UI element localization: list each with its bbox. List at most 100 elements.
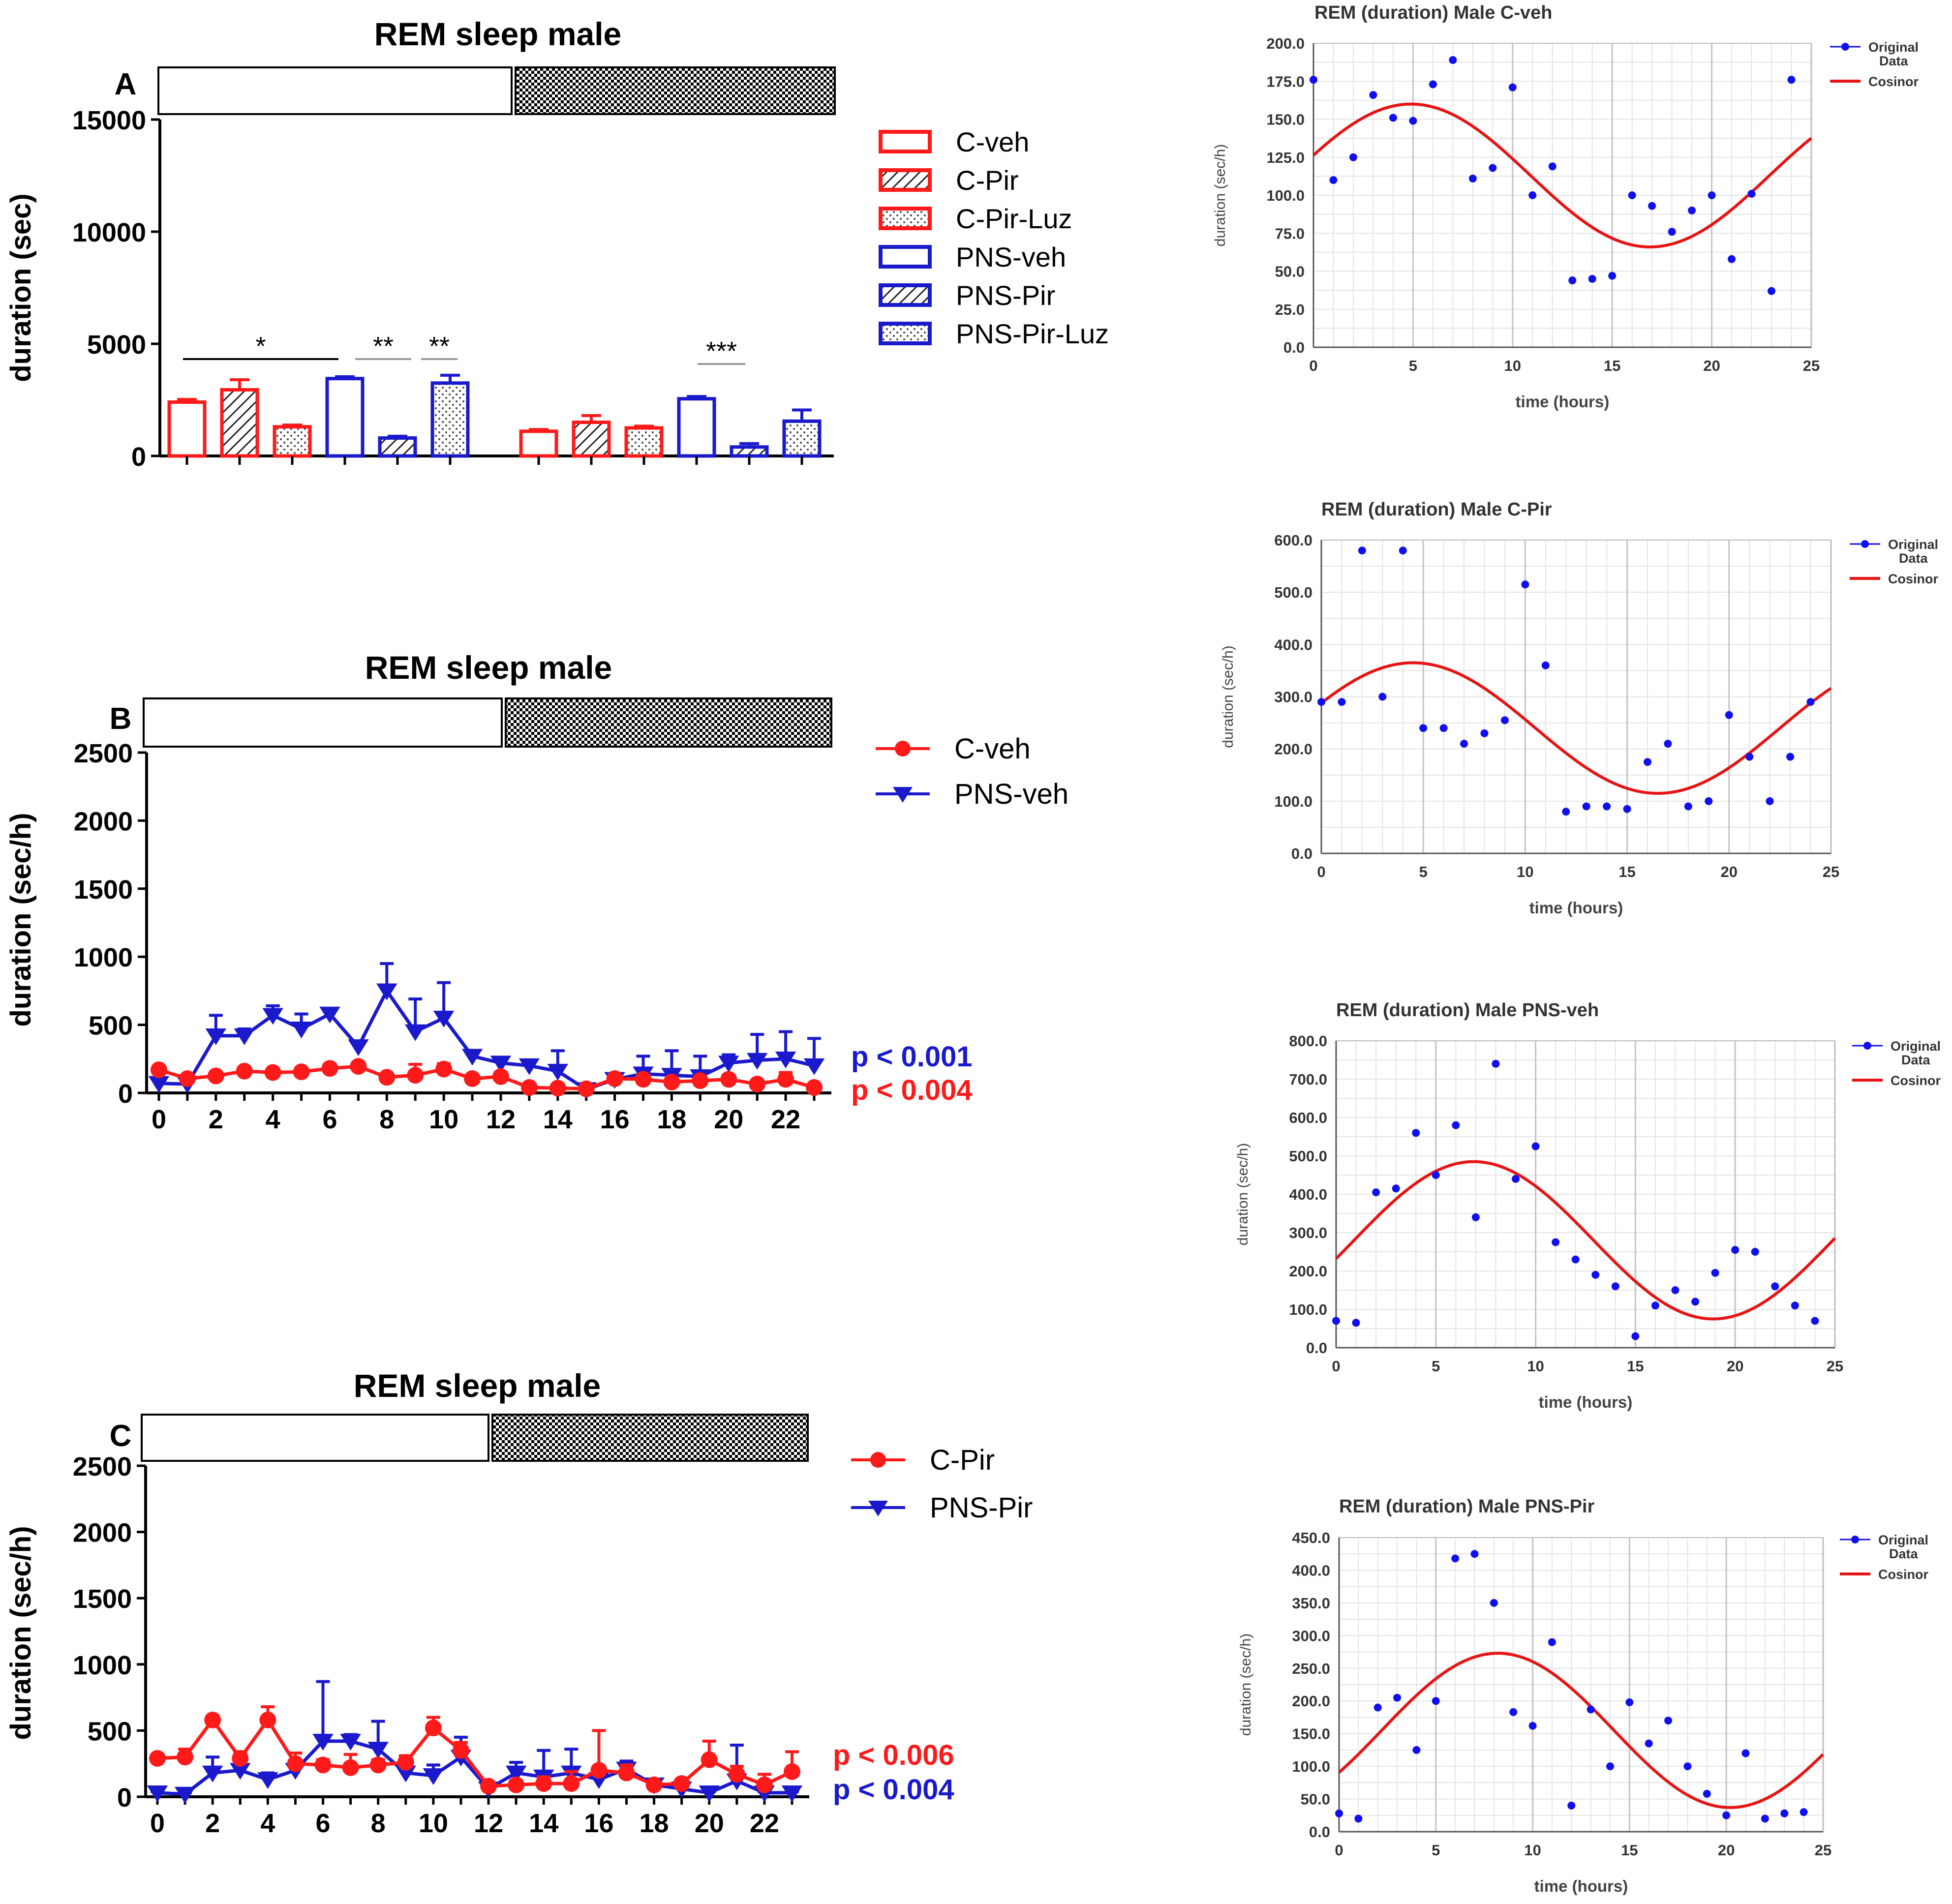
p-value: p < 0.004 bbox=[851, 1074, 973, 1106]
data-point bbox=[1489, 164, 1497, 172]
marker-triangle bbox=[395, 1765, 417, 1783]
legend-label: PNS-Pir bbox=[956, 280, 1055, 311]
cosinor-curve bbox=[1338, 1652, 1825, 1809]
marker-triangle bbox=[505, 1765, 527, 1783]
data-point bbox=[1787, 76, 1796, 84]
data-point bbox=[1728, 255, 1736, 263]
data-point bbox=[1571, 1255, 1580, 1264]
data-point bbox=[1708, 191, 1716, 199]
panel-a: REM sleep male A 0 5000 10000 15000 duration (… bbox=[5, 16, 1109, 472]
panel-label: A bbox=[115, 67, 137, 101]
marker-triangle bbox=[518, 1058, 540, 1075]
data-point bbox=[1611, 1282, 1619, 1291]
light-phase-bar bbox=[141, 1414, 489, 1462]
data-point bbox=[1567, 1801, 1576, 1810]
bar bbox=[730, 445, 769, 458]
legend-label: C-Pir-Luz bbox=[956, 203, 1072, 234]
y-tick-label: 100.0 bbox=[1289, 1301, 1327, 1318]
y-tick-label: 100.0 bbox=[1274, 793, 1312, 810]
marker-circle bbox=[728, 1766, 745, 1783]
legend-label: Data bbox=[1899, 551, 1928, 566]
marker-triangle bbox=[367, 1742, 389, 1759]
marker-circle bbox=[492, 1068, 509, 1085]
marker-triangle bbox=[699, 1785, 720, 1803]
legend-label: Data bbox=[1889, 1546, 1919, 1561]
y-tick-label: 2000 bbox=[74, 807, 133, 836]
y-tick-label: 10000 bbox=[72, 218, 146, 247]
marker-circle bbox=[464, 1070, 481, 1087]
data-point bbox=[1509, 1708, 1518, 1716]
marker-triangle bbox=[234, 1028, 255, 1045]
data-point bbox=[1631, 1332, 1640, 1340]
data-point bbox=[1722, 1811, 1731, 1819]
y-tick-label: 125.0 bbox=[1266, 149, 1305, 166]
data-point bbox=[1786, 753, 1795, 761]
data-point bbox=[1691, 1298, 1700, 1306]
data-point bbox=[1771, 1282, 1779, 1291]
marker-circle bbox=[407, 1067, 424, 1084]
data-point bbox=[1369, 91, 1377, 99]
y-tick-label: 5000 bbox=[87, 330, 146, 360]
marker-triangle bbox=[148, 1076, 170, 1093]
panel-r3: REM (duration) Male PNS-veh 0.0 100.0 200.0… bbox=[1235, 1000, 1941, 1411]
bar bbox=[430, 381, 470, 458]
y-axis-label: duration (sec/h) bbox=[5, 813, 37, 1027]
legend-label: PNS-Pir bbox=[930, 1492, 1033, 1524]
x-tick-label: 4 bbox=[266, 1105, 280, 1134]
marker-circle bbox=[520, 1079, 538, 1096]
y-tick-label: 450.0 bbox=[1292, 1529, 1330, 1546]
x-tick-label: 5 bbox=[1409, 357, 1417, 374]
marker-circle bbox=[177, 1749, 194, 1766]
legend-label: Data bbox=[1901, 1053, 1931, 1067]
legend-label: Original bbox=[1891, 1039, 1941, 1054]
x-tick-label: 10 bbox=[419, 1809, 448, 1838]
data-point bbox=[1644, 758, 1652, 766]
dark-phase-bar bbox=[491, 1414, 809, 1462]
p-value: p < 0.006 bbox=[833, 1739, 954, 1771]
y-tick-label: 400.0 bbox=[1292, 1562, 1330, 1579]
data-point bbox=[1409, 117, 1417, 125]
data-point bbox=[1349, 153, 1357, 161]
y-tick-label: 100.0 bbox=[1266, 187, 1305, 204]
data-point bbox=[1460, 740, 1468, 748]
grid-minor bbox=[1313, 43, 1812, 348]
marker-circle bbox=[535, 1775, 552, 1792]
marker-circle bbox=[720, 1071, 737, 1088]
x-tick-label: 18 bbox=[657, 1105, 686, 1134]
x-tick-label: 5 bbox=[1432, 1358, 1440, 1375]
data-point bbox=[1338, 698, 1346, 706]
legend-swatch bbox=[879, 245, 932, 269]
y-tick-label: 50.0 bbox=[1301, 1791, 1330, 1808]
legend-swatch bbox=[879, 168, 932, 192]
data-point bbox=[1766, 797, 1774, 805]
marker-triangle bbox=[291, 1022, 312, 1039]
panel-c: REM sleep male C 0 500 1000 1500 2000 2500 0 2 4 6 8… bbox=[5, 1367, 1033, 1838]
y-tick-label: 0 bbox=[118, 1079, 133, 1109]
x-tick-label: 25 bbox=[1803, 357, 1820, 374]
y-tick-label: 200.0 bbox=[1274, 741, 1312, 758]
data-point bbox=[1468, 175, 1477, 183]
data-point bbox=[1811, 1317, 1819, 1325]
x-axis-label: time (hours) bbox=[1539, 1393, 1633, 1411]
marker-circle bbox=[606, 1070, 623, 1087]
chart-title: REM sleep male bbox=[365, 649, 612, 686]
data-point bbox=[1372, 1188, 1380, 1197]
y-tick-label: 500 bbox=[89, 1011, 133, 1041]
chart-title: REM (duration) Male C-veh bbox=[1314, 2, 1552, 23]
data-point bbox=[1552, 1238, 1560, 1246]
y-tick-label: 200.0 bbox=[1292, 1692, 1330, 1710]
y-tick-label: 500 bbox=[88, 1717, 132, 1746]
marker-circle bbox=[549, 1080, 566, 1097]
x-tick-label: 15 bbox=[1621, 1842, 1638, 1859]
x-tick-label: 25 bbox=[1823, 863, 1839, 880]
data-point bbox=[1703, 1789, 1711, 1798]
y-tick-label: 100.0 bbox=[1292, 1758, 1330, 1775]
light-phase-bar bbox=[143, 697, 503, 748]
x-tick-label: 0 bbox=[1309, 357, 1317, 374]
marker-triangle bbox=[205, 1028, 227, 1045]
data-point bbox=[1711, 1269, 1719, 1277]
x-tick-label: 5 bbox=[1419, 863, 1428, 880]
legend-swatch bbox=[879, 322, 932, 345]
marker-circle bbox=[480, 1778, 497, 1795]
x-axis-label: time (hours) bbox=[1534, 1877, 1628, 1895]
